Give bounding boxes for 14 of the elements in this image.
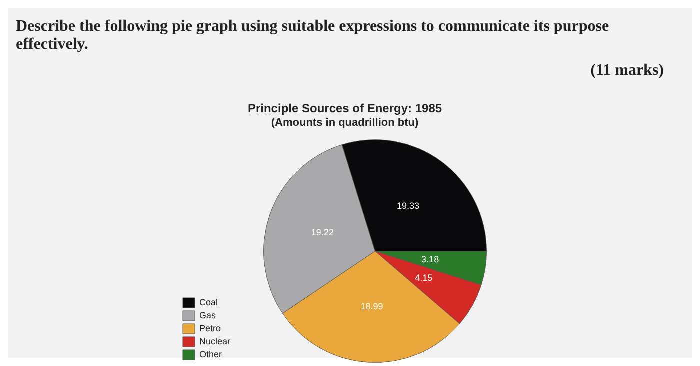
- data-label: 4.15: [415, 272, 433, 283]
- chart-subtitle: (Amounts in quadrillion btu): [271, 117, 419, 130]
- legend-label: Coal: [200, 297, 218, 308]
- text: Describe the following pie graph using suitable expressions to communicate its purpose effectively.: [16, 18, 610, 53]
- legend-label: Petro: [200, 323, 222, 334]
- data-label: 19.22: [311, 227, 334, 238]
- legend-label: Gas: [200, 310, 217, 320]
- data-label: 18.99: [360, 301, 384, 312]
- text: (11 marks): [590, 62, 664, 79]
- chart-title: Principle Sources of Energy: 1985: [248, 102, 442, 116]
- data-label: 3.18: [422, 254, 440, 264]
- data-label: 19.33: [397, 200, 420, 211]
- legend-label: Nuclear: [200, 336, 231, 346]
- legend-label: Other: [200, 349, 222, 360]
